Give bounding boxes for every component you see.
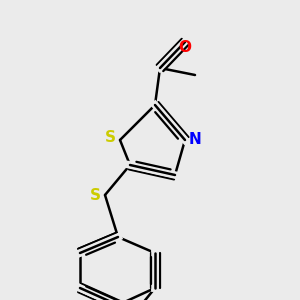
Text: N: N: [189, 133, 201, 148]
Text: O: O: [178, 40, 191, 56]
Text: S: S: [89, 188, 100, 202]
Text: S: S: [104, 130, 116, 146]
